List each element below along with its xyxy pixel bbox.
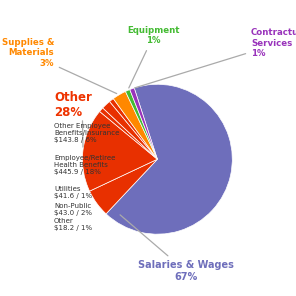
- Text: Salaries & Wages
67%: Salaries & Wages 67%: [120, 215, 234, 282]
- Wedge shape: [113, 91, 157, 159]
- Wedge shape: [82, 112, 157, 191]
- Text: Employee/Retiree
Health Benefits
$445.9 / 18%: Employee/Retiree Health Benefits $445.9 …: [54, 155, 115, 175]
- Text: Non-Public
$43.0 / 2%: Non-Public $43.0 / 2%: [54, 203, 92, 216]
- Text: Utilities
$41.6 / 1%: Utilities $41.6 / 1%: [54, 186, 92, 200]
- Wedge shape: [110, 99, 157, 159]
- Text: Equipment
1%: Equipment 1%: [127, 26, 180, 88]
- Text: Other
$18.2 / 1%: Other $18.2 / 1%: [54, 218, 92, 231]
- Wedge shape: [106, 84, 232, 234]
- Text: Other
28%: Other 28%: [54, 91, 92, 119]
- Text: Contractual
Services
1%: Contractual Services 1%: [135, 28, 296, 88]
- Text: Other Employee
Benefits/Insurance
$143.8 / 6%: Other Employee Benefits/Insurance $143.8…: [54, 123, 119, 143]
- Wedge shape: [90, 159, 157, 214]
- Wedge shape: [100, 108, 157, 159]
- Wedge shape: [103, 102, 157, 159]
- Wedge shape: [126, 90, 157, 159]
- Wedge shape: [130, 88, 157, 159]
- Text: Supplies &
Materials
3%: Supplies & Materials 3%: [1, 38, 117, 94]
